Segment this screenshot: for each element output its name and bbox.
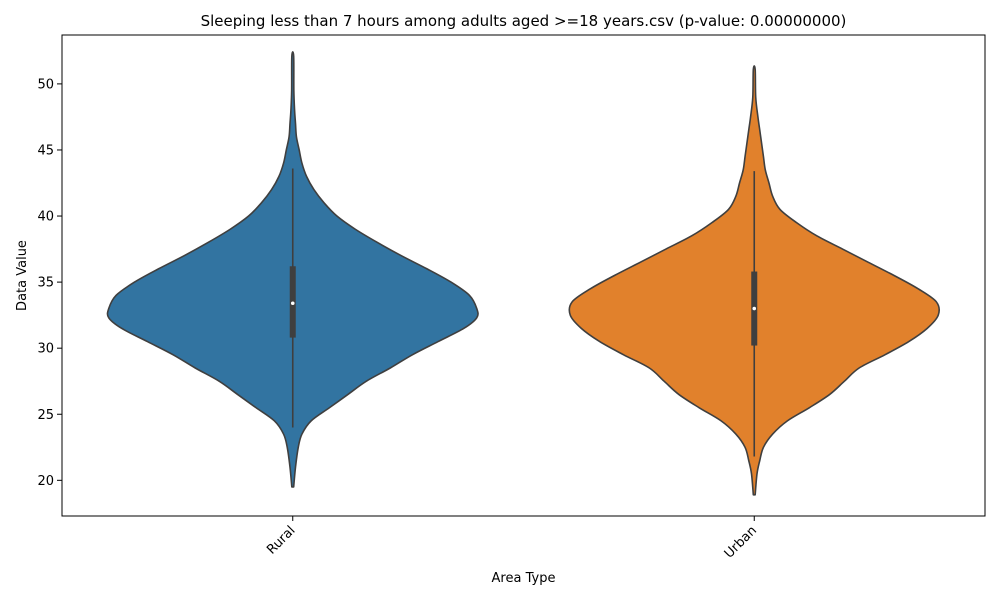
y-tick-label: 45 <box>37 143 54 158</box>
median-marker <box>290 301 295 306</box>
y-tick-label: 25 <box>37 408 54 423</box>
y-tick-label: 30 <box>37 342 54 357</box>
axes-frame <box>61 34 986 517</box>
chart-title: Sleeping less than 7 hours among adults … <box>201 12 847 30</box>
y-tick-label: 50 <box>37 77 54 92</box>
x-tick-label: Rural <box>264 523 298 557</box>
y-tick-label: 40 <box>37 210 54 225</box>
x-axis-label: Area Type <box>492 571 556 586</box>
violin-urban <box>568 65 941 496</box>
x-tick-label: Urban <box>722 523 760 561</box>
y-axis-label: Data Value <box>15 240 30 311</box>
y-tick-label: 35 <box>37 276 54 291</box>
plot-area <box>106 51 941 496</box>
violin-rural <box>106 51 479 488</box>
y-tick-label: 20 <box>37 474 54 489</box>
median-marker <box>752 306 757 311</box>
